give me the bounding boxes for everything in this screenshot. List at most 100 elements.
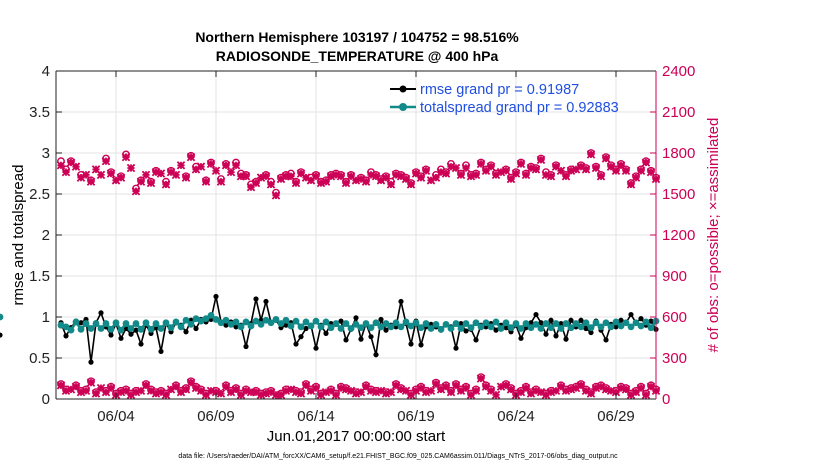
obs-assimilated-marker [406, 180, 416, 189]
legend-label-rmse: rmse grand pr = 0.91987 [420, 82, 579, 98]
obs-assimilated-marker [406, 390, 416, 400]
y2-tick-label: 1500 [662, 186, 695, 203]
obs-assimilated-marker [276, 390, 286, 400]
totalspread-marker [267, 319, 275, 327]
obs-assimilated-marker [326, 171, 336, 181]
totalspread-marker [67, 326, 75, 334]
rmse-marker [538, 320, 544, 326]
totalspread-marker [332, 320, 340, 327]
obs-assimilated-marker [466, 390, 476, 400]
obs-assimilated-marker [461, 163, 471, 173]
obs-assimilated-marker [436, 385, 446, 394]
obs-assimilated-marker [316, 178, 326, 188]
obs-assimilated-marker [441, 169, 451, 178]
obs-assimilated-marker [606, 386, 616, 396]
rmse-marker [613, 324, 619, 330]
obs-assimilated-marker [56, 161, 66, 170]
totalspread-marker [307, 322, 315, 330]
y-tick-label: 1.5 [29, 268, 50, 285]
obs-assimilated-marker [286, 171, 296, 181]
obs-assimilated-marker [381, 389, 391, 398]
obs-assimilated-marker [616, 161, 626, 170]
obs-assimilated-marker [606, 162, 616, 171]
rmse-marker [323, 330, 329, 336]
obs-assimilated-marker [171, 170, 181, 180]
obs-assimilated-marker [401, 174, 411, 184]
obs-assimilated-marker [211, 166, 221, 176]
obs-assimilated-marker [271, 390, 281, 400]
totalspread-marker [122, 320, 130, 327]
totalspread-marker [362, 320, 370, 327]
obs-assimilated-marker [536, 155, 546, 165]
totalspread-marker [422, 320, 430, 327]
totalspread-marker [602, 319, 610, 327]
rmse-marker [338, 318, 344, 324]
rmse-marker [638, 316, 644, 322]
y-tick-label: 0.5 [29, 350, 50, 367]
totalspread-marker [207, 311, 215, 319]
obs-assimilated-marker [476, 159, 486, 169]
obs-assimilated-marker [151, 389, 161, 398]
totalspread-marker [107, 325, 115, 333]
obs-assimilated-marker [466, 171, 476, 181]
totalspread-marker [357, 324, 365, 332]
obs-assimilated-marker [161, 180, 171, 189]
totalspread-marker [272, 316, 280, 323]
obs-assimilated-marker [356, 387, 366, 397]
totalspread-marker [292, 317, 300, 325]
obs-assimilated-marker [166, 167, 176, 177]
obs-assimilated-marker [531, 386, 541, 396]
obs-assimilated-marker [631, 173, 641, 182]
rmse-marker [553, 333, 559, 339]
totalspread-marker [427, 325, 435, 332]
obs-assimilated-marker [266, 180, 276, 189]
rmse-marker [583, 325, 589, 332]
obs-assimilated-marker [356, 174, 366, 184]
rmse-marker [303, 325, 309, 332]
rmse-marker [78, 320, 84, 326]
obs-assimilated-marker [441, 382, 451, 391]
totalspread-marker [392, 319, 400, 327]
totalspread-marker [492, 318, 500, 326]
obs-assimilated-marker [116, 387, 126, 397]
obs-assimilated-marker [256, 390, 266, 400]
totalspread-marker [317, 323, 325, 331]
rmse-marker [528, 320, 534, 326]
obs-assimilated-marker [506, 174, 516, 184]
totalspread-marker [577, 323, 585, 331]
obs-assimilated-marker [391, 170, 401, 180]
obs-assimilated-marker [216, 389, 226, 398]
obs-assimilated-marker [381, 173, 391, 182]
rmse-marker [213, 293, 219, 300]
y-tick-label: 4 [42, 63, 50, 80]
rmse-marker [183, 329, 189, 335]
obs-assimilated-marker [231, 385, 241, 394]
totalspread-marker [367, 324, 375, 332]
obs-assimilated-marker [526, 163, 536, 173]
obs-assimilated-marker [136, 386, 146, 396]
obs-assimilated-marker [236, 390, 246, 400]
totalspread-marker [72, 318, 80, 326]
totalspread-marker [337, 325, 345, 332]
obs-assimilated-marker [136, 177, 146, 186]
obs-assimilated-marker [156, 387, 166, 397]
obs-assimilated-marker [141, 170, 151, 180]
totalspread-marker [402, 318, 410, 326]
totalspread-marker [417, 324, 425, 332]
obs-assimilated-marker [576, 381, 586, 390]
obs-assimilated-marker [146, 178, 156, 188]
totalspread-marker [242, 318, 250, 326]
obs-assimilated-marker [506, 385, 516, 394]
obs-assimilated-marker [471, 170, 481, 180]
rmse-marker [618, 317, 624, 323]
obs-assimilated-marker [501, 381, 511, 390]
totalspread-marker [132, 320, 140, 327]
obs-assimilated-marker [611, 387, 621, 397]
obs-assimilated-marker [321, 387, 331, 397]
x-tick-label: 06/04 [97, 408, 135, 425]
obs-assimilated-marker [626, 180, 636, 189]
obs-assimilated-marker [486, 386, 496, 396]
obs-assimilated-marker [386, 180, 396, 189]
totalspread-marker [517, 325, 525, 332]
obs-assimilated-marker [596, 171, 606, 181]
